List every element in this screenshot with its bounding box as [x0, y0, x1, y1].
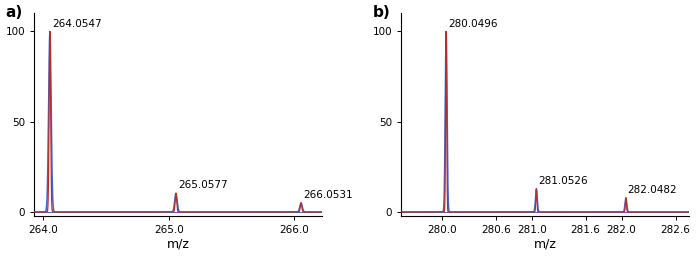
Text: 282.0482: 282.0482 [628, 185, 677, 195]
Text: 264.0547: 264.0547 [52, 19, 102, 29]
Text: a): a) [6, 5, 22, 20]
Text: 281.0526: 281.0526 [538, 176, 588, 186]
Text: b): b) [373, 5, 390, 20]
X-axis label: m/z: m/z [167, 238, 190, 250]
X-axis label: m/z: m/z [534, 238, 556, 250]
Text: 266.0531: 266.0531 [304, 190, 353, 200]
Text: 265.0577: 265.0577 [179, 180, 228, 190]
Text: 280.0496: 280.0496 [448, 19, 498, 29]
